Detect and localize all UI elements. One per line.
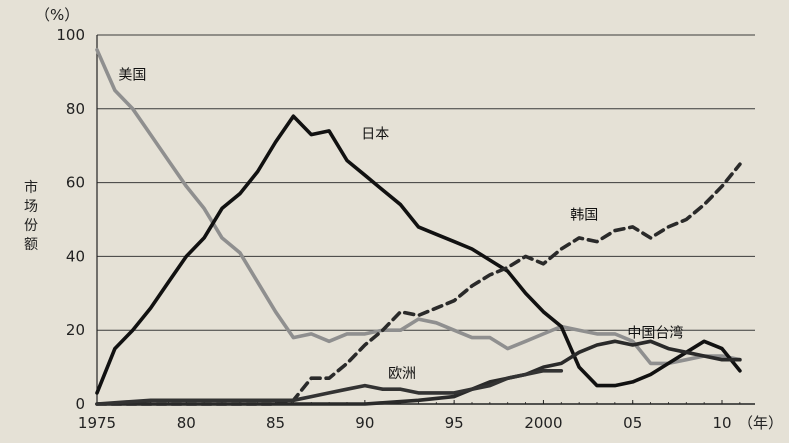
axes: 0 20 40 60 80 100 1975 80 85 90 95 2000 05 10 市场份额 xyxy=(24,26,741,432)
x-tick-label-2000: 2000 xyxy=(524,414,562,432)
series-label-0: 美国 xyxy=(118,67,146,83)
series-line-3 xyxy=(95,339,742,406)
x-tick-label-1985: 85 xyxy=(266,414,285,432)
y-tick-label-100: 100 xyxy=(56,26,85,44)
y-tick-label-60: 60 xyxy=(66,174,85,192)
y-tick-label-0: 0 xyxy=(75,395,85,413)
x-tick-label-1990: 90 xyxy=(355,414,374,432)
series-line-0 xyxy=(95,48,742,366)
x-tick-label-2010: 10 xyxy=(712,414,731,432)
series-line-1 xyxy=(95,114,742,395)
series-label-3: 中国台湾 xyxy=(627,325,683,342)
series-label-2: 韩国 xyxy=(570,208,598,224)
x-unit-label: （年） xyxy=(738,414,783,432)
y-tick-label-80: 80 xyxy=(66,100,85,118)
y-tick-label-40: 40 xyxy=(66,247,85,265)
y-tick-label-20: 20 xyxy=(66,321,85,339)
x-tick-label-1975: 1975 xyxy=(78,414,116,432)
series-label-4: 欧洲 xyxy=(388,366,416,382)
y-axis-title: 市场份额 xyxy=(24,179,38,253)
series-line-4 xyxy=(95,369,564,406)
y-unit-label: （%） xyxy=(35,6,79,24)
x-tick-label-1995: 95 xyxy=(445,414,464,432)
series-lines xyxy=(95,48,742,406)
x-tick-label-2005: 05 xyxy=(623,414,642,432)
series-label-1: 日本 xyxy=(361,126,389,142)
x-tick-label-1980: 80 xyxy=(177,414,196,432)
